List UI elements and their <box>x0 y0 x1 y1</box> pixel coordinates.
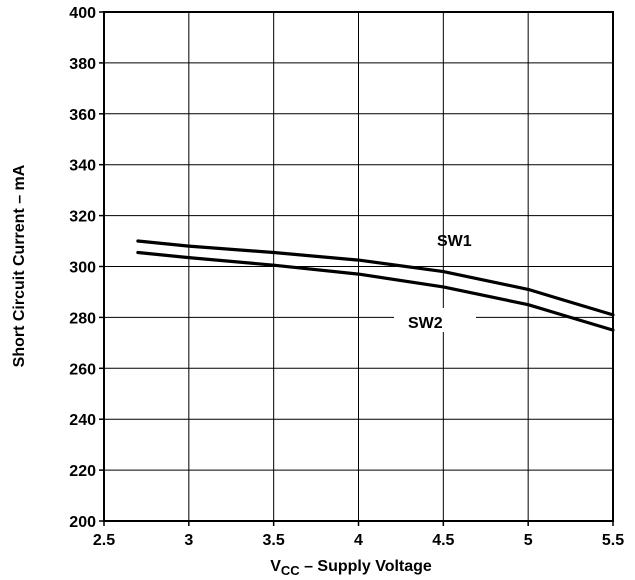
y-tick-label: 380 <box>69 56 96 73</box>
y-tick-label: 400 <box>69 5 96 22</box>
x-tick-label: 2.5 <box>93 532 115 549</box>
y-tick-label: 340 <box>69 158 96 175</box>
series-label-sw1: SW1 <box>437 233 472 250</box>
y-tick-label: 240 <box>69 412 96 429</box>
x-tick-label: 5.5 <box>602 532 624 549</box>
annotation-sw1: SW1 <box>437 233 472 250</box>
y-tick-label: 260 <box>69 361 96 378</box>
x-axis-label-rest: – Supply Voltage <box>300 558 432 575</box>
grid <box>104 12 613 521</box>
y-tick-label: 300 <box>69 260 96 277</box>
y-tick-label: 360 <box>69 107 96 124</box>
x-tick-label: 3.5 <box>263 532 285 549</box>
y-tick-label: 200 <box>69 514 96 531</box>
x-axis-label: VCC – Supply Voltage <box>270 558 432 578</box>
x-tick-label: 3 <box>184 532 193 549</box>
x-axis-label-subscript: CC <box>281 563 300 578</box>
y-tick-label: 280 <box>69 310 96 327</box>
y-tick-label: 220 <box>69 463 96 480</box>
x-axis-ticks: 2.5 3 3.5 4 4.5 5 5.5 <box>93 521 624 549</box>
series-label-sw2-background <box>394 308 476 332</box>
y-axis-ticks: 200 220 240 260 280 300 320 340 360 380 400 <box>69 5 104 531</box>
series-label-sw2: SW2 <box>408 315 443 332</box>
x-tick-label: 4.5 <box>432 532 454 549</box>
series-line-sw1 <box>136 239 615 317</box>
series-lines <box>136 239 615 332</box>
y-axis-label: Short Circuit Current – mA <box>11 164 28 367</box>
x-tick-label: 4 <box>354 532 363 549</box>
y-tick-label: 320 <box>69 209 96 226</box>
series-line-sw2 <box>136 250 615 332</box>
x-axis-label-main: V <box>270 558 281 575</box>
annotation-sw2: SW2 <box>394 308 476 332</box>
x-tick-label: 5 <box>524 532 533 549</box>
